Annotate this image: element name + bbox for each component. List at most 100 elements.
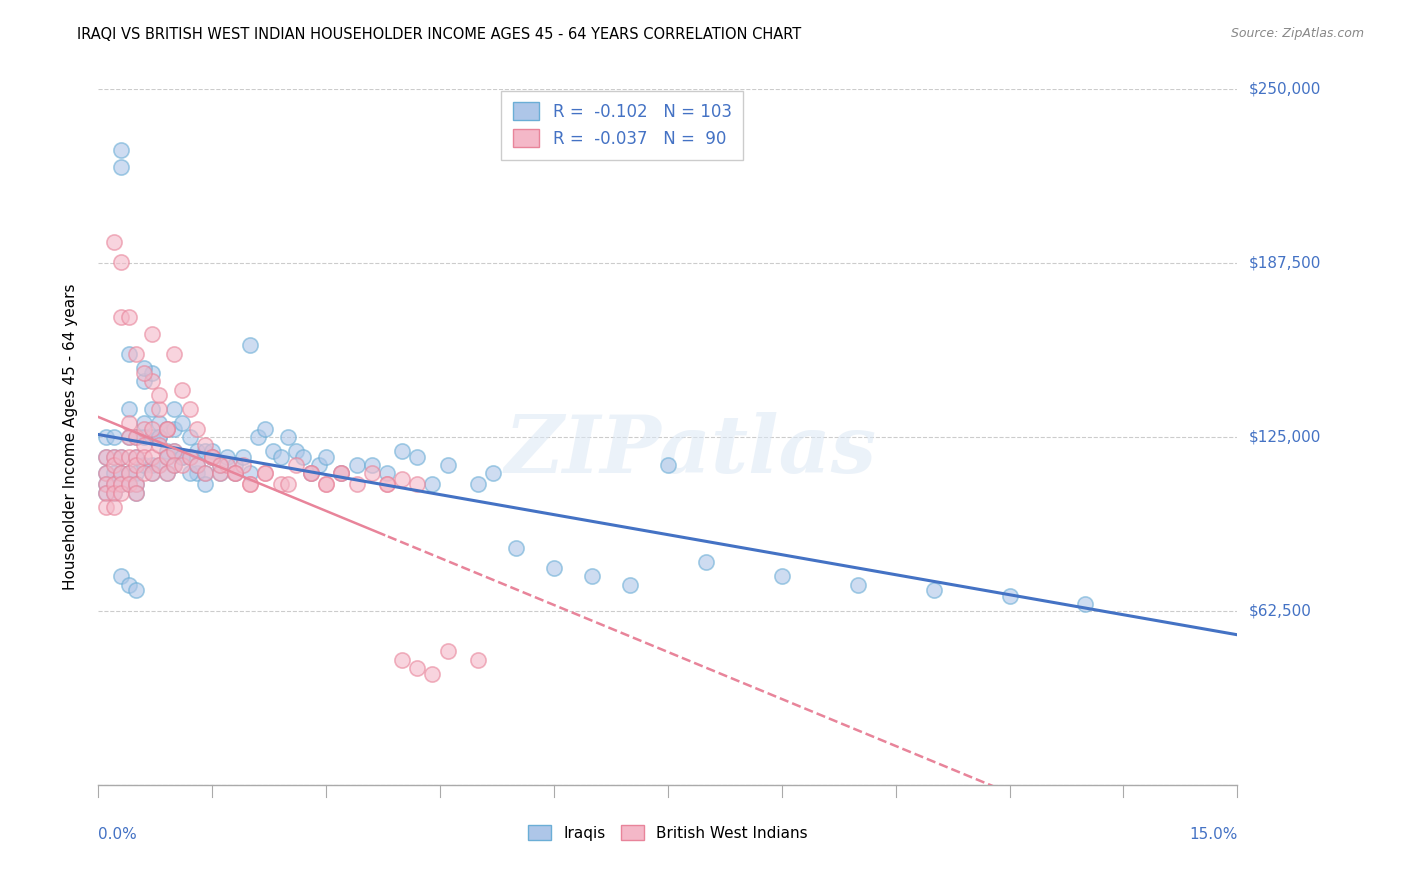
Point — [118, 477, 141, 491]
Point — [141, 366, 163, 380]
Point — [330, 467, 353, 481]
Point — [346, 477, 368, 491]
Point — [406, 477, 429, 491]
Point — [284, 444, 307, 458]
Point — [299, 467, 322, 481]
Point — [156, 467, 179, 481]
Point — [239, 477, 262, 491]
Point — [232, 458, 254, 472]
Point — [141, 467, 163, 481]
Point — [208, 467, 231, 481]
Point — [315, 477, 337, 491]
Point — [141, 375, 163, 389]
Point — [581, 569, 603, 583]
Point — [103, 458, 125, 472]
Point — [94, 467, 117, 481]
Point — [118, 416, 141, 430]
Point — [148, 402, 170, 417]
Point — [186, 467, 208, 481]
Point — [110, 160, 132, 174]
Point — [110, 569, 132, 583]
Point — [132, 430, 155, 444]
Point — [156, 450, 179, 464]
Point — [148, 416, 170, 430]
Point — [170, 383, 193, 397]
Point — [103, 500, 125, 514]
Point — [156, 467, 179, 481]
Text: $125,000: $125,000 — [1249, 430, 1320, 444]
Point — [118, 430, 141, 444]
Point — [179, 450, 201, 464]
Point — [94, 477, 117, 491]
Point — [141, 458, 163, 472]
Point — [170, 450, 193, 464]
Point — [148, 458, 170, 472]
Text: Source: ZipAtlas.com: Source: ZipAtlas.com — [1230, 27, 1364, 40]
Point — [277, 477, 299, 491]
Point — [186, 458, 208, 472]
Point — [132, 416, 155, 430]
Point — [156, 422, 179, 436]
Point — [103, 450, 125, 464]
Text: 0.0%: 0.0% — [98, 827, 138, 842]
Point — [110, 467, 132, 481]
Point — [406, 450, 429, 464]
Point — [846, 577, 869, 591]
Point — [406, 661, 429, 675]
Point — [125, 485, 148, 500]
Point — [254, 467, 277, 481]
Point — [308, 458, 330, 472]
Point — [132, 366, 155, 380]
Point — [156, 422, 179, 436]
Point — [239, 477, 262, 491]
Point — [125, 467, 148, 481]
Point — [148, 388, 170, 402]
Point — [194, 467, 217, 481]
Point — [315, 477, 337, 491]
Point — [110, 310, 132, 325]
Point — [118, 346, 141, 360]
Point — [94, 450, 117, 464]
Point — [657, 458, 679, 472]
Point — [132, 422, 155, 436]
Point — [1074, 597, 1097, 611]
Point — [224, 458, 246, 472]
Y-axis label: Householder Income Ages 45 - 64 years: Householder Income Ages 45 - 64 years — [63, 284, 77, 591]
Point — [125, 477, 148, 491]
Point — [141, 430, 163, 444]
Point — [110, 467, 132, 481]
Point — [141, 422, 163, 436]
Point — [179, 402, 201, 417]
Point — [224, 467, 246, 481]
Point — [375, 467, 398, 481]
Point — [148, 430, 170, 444]
Point — [132, 467, 155, 481]
Point — [163, 422, 186, 436]
Point — [132, 458, 155, 472]
Point — [391, 472, 413, 486]
Point — [770, 569, 793, 583]
Point — [922, 583, 945, 598]
Point — [125, 450, 148, 464]
Point — [141, 467, 163, 481]
Point — [360, 467, 382, 481]
Point — [436, 458, 458, 472]
Point — [141, 402, 163, 417]
Point — [239, 338, 262, 352]
Point — [125, 430, 148, 444]
Point — [436, 644, 458, 658]
Point — [103, 485, 125, 500]
Point — [224, 467, 246, 481]
Point — [163, 346, 186, 360]
Point — [299, 467, 322, 481]
Point — [299, 467, 322, 481]
Point — [208, 467, 231, 481]
Point — [156, 450, 179, 464]
Point — [125, 485, 148, 500]
Point — [132, 438, 155, 452]
Text: $187,500: $187,500 — [1249, 256, 1320, 270]
Point — [422, 666, 444, 681]
Point — [201, 450, 224, 464]
Point — [163, 444, 186, 458]
Point — [148, 458, 170, 472]
